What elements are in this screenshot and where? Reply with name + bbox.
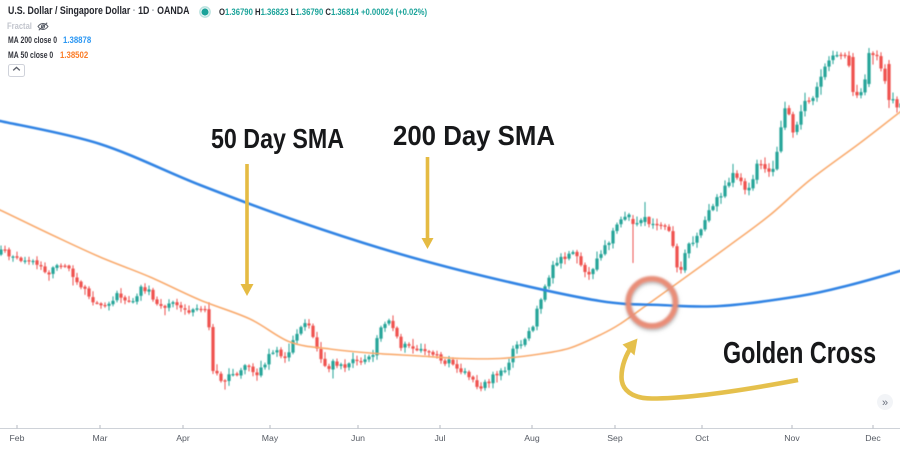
svg-text:Dec: Dec bbox=[865, 433, 881, 443]
svg-text:Sep: Sep bbox=[607, 433, 623, 443]
svg-text:Mar: Mar bbox=[93, 433, 108, 443]
svg-text:Jun: Jun bbox=[351, 433, 365, 443]
svg-text:Feb: Feb bbox=[10, 433, 25, 443]
svg-text:Aug: Aug bbox=[524, 433, 540, 443]
svg-text:May: May bbox=[262, 433, 279, 443]
svg-text:Apr: Apr bbox=[176, 433, 190, 443]
svg-text:Jul: Jul bbox=[434, 433, 445, 443]
svg-text:Oct: Oct bbox=[695, 433, 709, 443]
svg-text:Nov: Nov bbox=[784, 433, 800, 443]
svg-text:»: » bbox=[882, 397, 888, 409]
